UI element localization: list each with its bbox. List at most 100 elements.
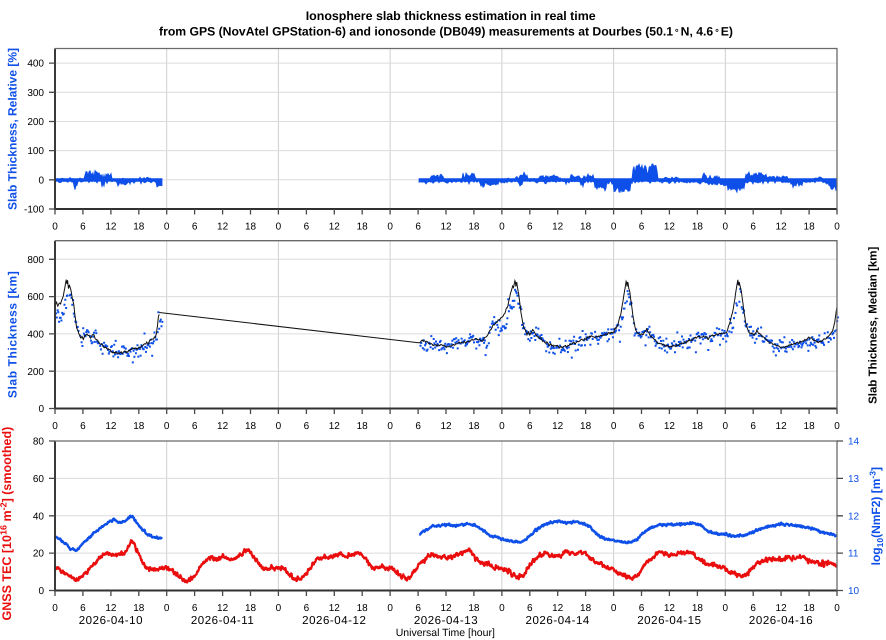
svg-text:Ionosphere slab thickness esti: Ionosphere slab thickness estimation in … xyxy=(306,9,596,23)
svg-text:800: 800 xyxy=(27,255,44,266)
svg-text:6: 6 xyxy=(527,421,533,432)
svg-text:12: 12 xyxy=(552,222,564,233)
svg-text:12: 12 xyxy=(217,603,229,614)
svg-text:0: 0 xyxy=(276,603,282,614)
svg-text:12: 12 xyxy=(440,421,452,432)
svg-text:Slab Thickness [km]: Slab Thickness [km] xyxy=(6,271,20,398)
svg-text:18: 18 xyxy=(804,603,816,614)
svg-text:0: 0 xyxy=(834,603,840,614)
svg-text:12: 12 xyxy=(776,222,788,233)
svg-text:12: 12 xyxy=(440,222,452,233)
svg-text:2026-04-11: 2026-04-11 xyxy=(191,615,254,627)
svg-text:0: 0 xyxy=(834,421,840,432)
svg-text:12: 12 xyxy=(217,421,229,432)
svg-text:from GPS (NovAtel GPStation-6): from GPS (NovAtel GPStation-6) and ionos… xyxy=(159,25,733,39)
svg-text:0: 0 xyxy=(52,222,58,233)
svg-text:12: 12 xyxy=(848,511,860,522)
svg-text:12: 12 xyxy=(105,603,117,614)
svg-text:6: 6 xyxy=(192,603,198,614)
svg-text:0: 0 xyxy=(52,603,58,614)
svg-text:6: 6 xyxy=(80,222,86,233)
svg-text:0: 0 xyxy=(38,175,44,186)
svg-text:2026-04-15: 2026-04-15 xyxy=(637,615,701,627)
svg-text:6: 6 xyxy=(527,603,533,614)
svg-text:12: 12 xyxy=(329,421,341,432)
svg-text:0: 0 xyxy=(499,421,505,432)
svg-text:12: 12 xyxy=(217,222,229,233)
svg-text:12: 12 xyxy=(776,421,788,432)
svg-text:18: 18 xyxy=(468,222,480,233)
svg-text:0: 0 xyxy=(387,421,393,432)
svg-text:2026-04-14: 2026-04-14 xyxy=(526,615,590,627)
svg-text:0: 0 xyxy=(611,603,617,614)
svg-text:18: 18 xyxy=(580,222,592,233)
svg-text:12: 12 xyxy=(105,421,117,432)
svg-text:Slab Thickness, Median [km]: Slab Thickness, Median [km] xyxy=(868,247,880,404)
svg-text:18: 18 xyxy=(692,421,704,432)
svg-text:6: 6 xyxy=(750,603,756,614)
svg-text:0: 0 xyxy=(387,222,393,233)
svg-text:18: 18 xyxy=(468,421,480,432)
svg-text:6: 6 xyxy=(750,222,756,233)
svg-text:0: 0 xyxy=(499,603,505,614)
svg-text:6: 6 xyxy=(192,222,198,233)
svg-text:6: 6 xyxy=(304,421,310,432)
svg-text:18: 18 xyxy=(692,222,704,233)
svg-text:18: 18 xyxy=(468,603,480,614)
svg-text:600: 600 xyxy=(27,292,44,303)
svg-text:6: 6 xyxy=(639,603,645,614)
svg-text:0: 0 xyxy=(52,421,58,432)
svg-text:12: 12 xyxy=(552,421,564,432)
svg-text:18: 18 xyxy=(245,421,257,432)
svg-text:Universal Time [hour]: Universal Time [hour] xyxy=(396,627,495,639)
svg-text:0: 0 xyxy=(164,421,170,432)
svg-text:18: 18 xyxy=(133,421,145,432)
svg-text:40: 40 xyxy=(33,511,45,522)
svg-text:18: 18 xyxy=(357,603,369,614)
svg-text:18: 18 xyxy=(357,421,369,432)
svg-text:6: 6 xyxy=(304,603,310,614)
svg-text:18: 18 xyxy=(245,222,257,233)
svg-text:400: 400 xyxy=(27,59,44,70)
svg-text:18: 18 xyxy=(580,603,592,614)
svg-text:18: 18 xyxy=(692,603,704,614)
svg-text:0: 0 xyxy=(38,404,44,415)
svg-text:0: 0 xyxy=(611,222,617,233)
svg-text:6: 6 xyxy=(415,421,421,432)
svg-text:2026-04-13: 2026-04-13 xyxy=(414,615,478,627)
svg-text:0: 0 xyxy=(276,421,282,432)
svg-text:12: 12 xyxy=(664,222,676,233)
svg-text:80: 80 xyxy=(33,437,45,448)
svg-text:18: 18 xyxy=(133,603,145,614)
svg-text:12: 12 xyxy=(664,603,676,614)
svg-text:0: 0 xyxy=(164,222,170,233)
svg-text:6: 6 xyxy=(415,222,421,233)
svg-text:60: 60 xyxy=(33,474,45,485)
svg-text:11: 11 xyxy=(848,549,859,560)
svg-text:14: 14 xyxy=(848,437,860,448)
svg-text:0: 0 xyxy=(611,421,617,432)
svg-text:6: 6 xyxy=(192,421,198,432)
svg-text:0: 0 xyxy=(164,603,170,614)
svg-text:0: 0 xyxy=(276,222,282,233)
svg-text:6: 6 xyxy=(639,421,645,432)
svg-text:200: 200 xyxy=(27,117,44,128)
svg-text:12: 12 xyxy=(440,603,452,614)
svg-text:18: 18 xyxy=(580,421,592,432)
svg-text:12: 12 xyxy=(552,603,564,614)
svg-text:2026-04-10: 2026-04-10 xyxy=(79,615,143,627)
svg-text:Slab Thickness, Relative [%]: Slab Thickness, Relative [%] xyxy=(6,48,20,210)
svg-text:0: 0 xyxy=(723,603,729,614)
svg-text:12: 12 xyxy=(329,222,341,233)
svg-text:12: 12 xyxy=(329,603,341,614)
svg-text:6: 6 xyxy=(527,222,533,233)
svg-text:12: 12 xyxy=(105,222,117,233)
svg-text:0: 0 xyxy=(723,222,729,233)
svg-text:6: 6 xyxy=(304,222,310,233)
svg-text:0: 0 xyxy=(834,222,840,233)
svg-text:0: 0 xyxy=(387,603,393,614)
svg-text:log10(NmF2) [m-3]: log10(NmF2) [m-3] xyxy=(868,467,886,565)
svg-text:18: 18 xyxy=(804,222,816,233)
svg-text:400: 400 xyxy=(27,330,44,341)
svg-text:6: 6 xyxy=(750,421,756,432)
